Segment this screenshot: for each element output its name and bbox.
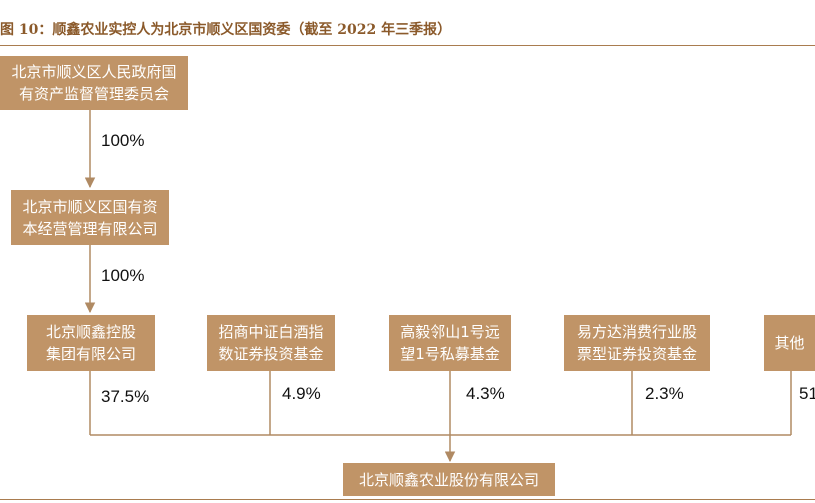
pct-zhaoshang: 4.9% [282,384,321,403]
node-district-capital: 北京市顺义区国有资 本经营管理有限公司 [11,190,169,245]
pct-efunds: 2.3% [645,384,684,403]
pct-top-to-middle: 100% [101,131,145,150]
bottom-divider [0,499,815,500]
pct-gaoyi: 4.3% [466,384,505,403]
node-fund-gaoyi: 高毅邻山1号远 望1号私募基金 [389,315,511,371]
node-district-sasac: 北京市顺义区人民政府国 有资产监督管理委员会 [0,56,188,110]
pct-middle-to-group: 100% [101,266,145,285]
pct-group: 37.5% [101,387,150,406]
node-fund-zhaoshang: 招商中证白酒指 数证券投资基金 [207,315,335,371]
node-fund-efunds: 易方达消费行业股 票型证券投资基金 [564,315,710,371]
title-divider [0,45,815,46]
pct-others: 51 [799,384,815,403]
node-holding-group: 北京顺鑫控股 集团有限公司 [27,315,155,371]
figure-title: 图 10：顺鑫农业实控人为北京市顺义区国资委（截至 2022 年三季报） [0,22,452,38]
node-shunxin-agriculture: 北京顺鑫农业股份有限公司 [343,463,555,496]
node-others: 其他 [764,315,815,371]
